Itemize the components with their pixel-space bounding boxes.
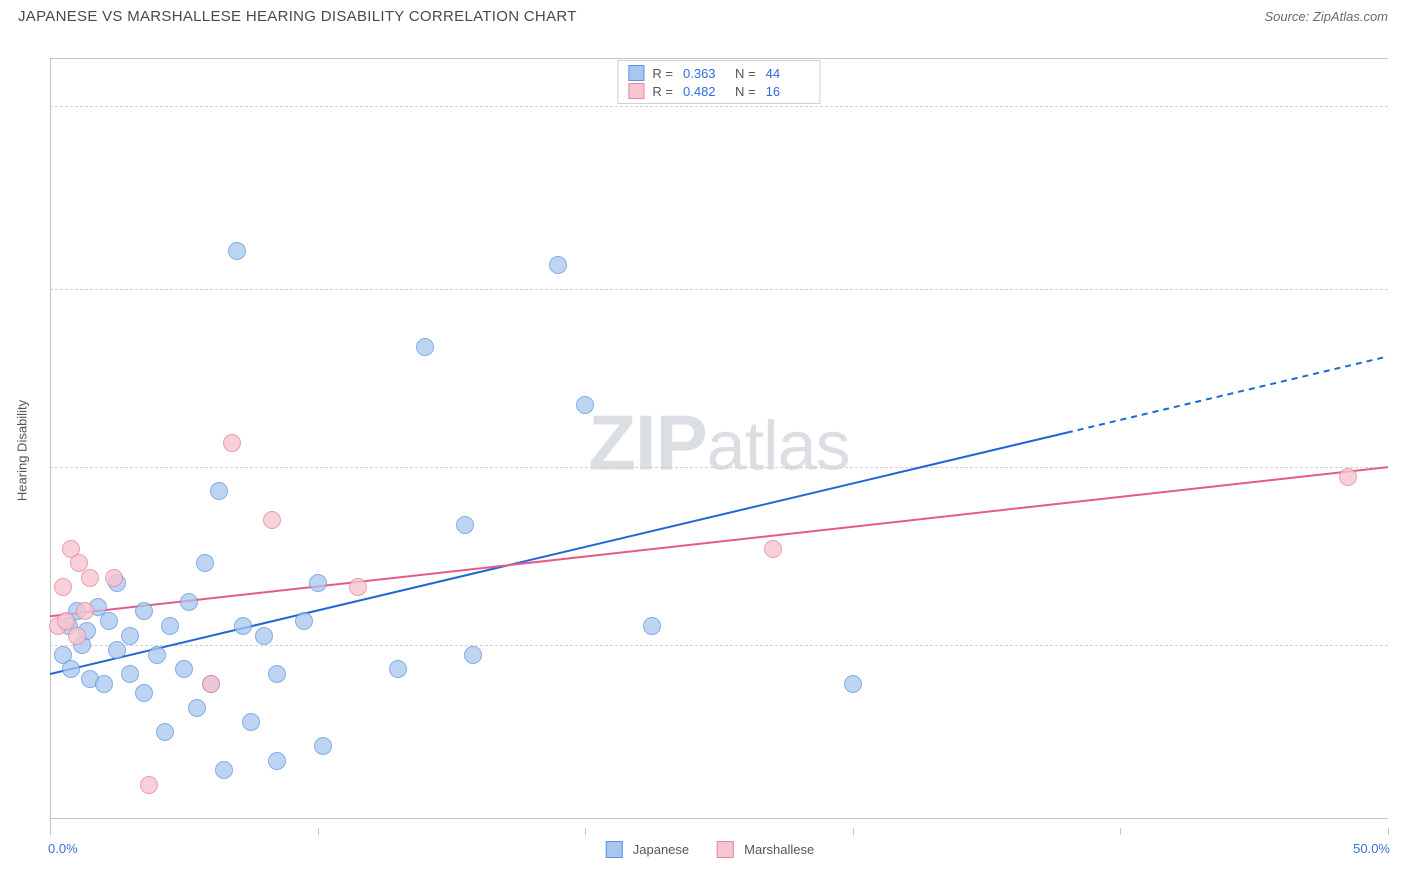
gridline [50, 58, 1388, 59]
trendline [50, 467, 1388, 616]
n-value: 16 [766, 84, 810, 99]
data-point [76, 602, 94, 620]
data-point [263, 511, 281, 529]
data-point [95, 675, 113, 693]
data-point [188, 699, 206, 717]
data-point [314, 737, 332, 755]
data-point [295, 612, 313, 630]
data-point [228, 242, 246, 260]
data-point [135, 684, 153, 702]
chart-area: Hearing Disability ZIPatlas R =0.363N =4… [50, 58, 1388, 828]
data-point [309, 574, 327, 592]
trendline [50, 433, 1067, 674]
data-point [844, 675, 862, 693]
r-value: 0.482 [683, 84, 727, 99]
data-point [456, 516, 474, 534]
data-point [100, 612, 118, 630]
chart-title: JAPANESE VS MARSHALLESE HEARING DISABILI… [18, 8, 577, 25]
legend-row: R = 0.363 N = 44 [628, 65, 809, 81]
data-point [62, 660, 80, 678]
x-tick [1388, 828, 1389, 835]
n-label: N = [735, 84, 756, 99]
x-tick [853, 828, 854, 835]
data-point [234, 617, 252, 635]
data-point [223, 434, 241, 452]
legend-label: Japanese [633, 842, 689, 857]
data-point [180, 593, 198, 611]
data-point [576, 396, 594, 414]
source-attribution: Source: ZipAtlas.com [1264, 9, 1388, 24]
x-tick [318, 828, 319, 835]
data-point [140, 776, 158, 794]
x-min-label: 0.0% [48, 841, 78, 856]
data-point [210, 482, 228, 500]
watermark: ZIPatlas [588, 398, 849, 489]
data-point [148, 646, 166, 664]
data-point [202, 675, 220, 693]
data-point [242, 713, 260, 731]
y-axis [50, 58, 51, 828]
data-point [389, 660, 407, 678]
r-value: 0.363 [683, 66, 727, 81]
data-point [349, 578, 367, 596]
x-axis [50, 818, 1388, 828]
gridline [50, 289, 1388, 290]
data-point [255, 627, 273, 645]
y-axis-label: Hearing Disability [15, 400, 30, 501]
legend-swatch [606, 841, 623, 858]
n-label: N = [735, 66, 756, 81]
data-point [54, 578, 72, 596]
r-label: R = [652, 84, 673, 99]
trendline-dashed [1067, 356, 1388, 432]
legend-row: R = 0.482 N = 16 [628, 83, 809, 99]
data-point [268, 752, 286, 770]
data-point [121, 665, 139, 683]
series-legend: Japanese Marshallese [606, 841, 832, 858]
correlation-legend: R = 0.363 N = 44 R = 0.482 N = 16 [617, 60, 820, 104]
data-point [215, 761, 233, 779]
data-point [68, 627, 86, 645]
x-max-label: 50.0% [1353, 841, 1390, 856]
r-label: R = [652, 66, 673, 81]
legend-swatch [628, 83, 644, 99]
data-point [108, 641, 126, 659]
gridline [50, 467, 1388, 468]
data-point [764, 540, 782, 558]
data-point [161, 617, 179, 635]
data-point [135, 602, 153, 620]
legend-swatch [628, 65, 644, 81]
data-point [643, 617, 661, 635]
x-tick [50, 828, 51, 835]
data-point [464, 646, 482, 664]
legend-label: Marshallese [744, 842, 814, 857]
data-point [416, 338, 434, 356]
data-point [156, 723, 174, 741]
data-point [105, 569, 123, 587]
gridline [50, 106, 1388, 107]
data-point [268, 665, 286, 683]
legend-swatch [717, 841, 734, 858]
data-point [1339, 468, 1357, 486]
data-point [81, 569, 99, 587]
n-value: 44 [766, 66, 810, 81]
data-point [175, 660, 193, 678]
data-point [196, 554, 214, 572]
x-tick [585, 828, 586, 835]
data-point [549, 256, 567, 274]
plot-region: ZIPatlas R =0.363N =44R =0.482N =16 0.0%… [50, 58, 1388, 828]
data-point [121, 627, 139, 645]
gridline [50, 645, 1388, 646]
x-tick [1120, 828, 1121, 835]
